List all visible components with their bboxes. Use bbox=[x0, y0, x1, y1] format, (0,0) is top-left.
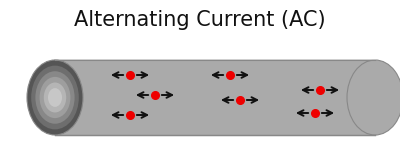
FancyBboxPatch shape bbox=[55, 60, 375, 135]
Text: Alternating Current (AC): Alternating Current (AC) bbox=[74, 10, 326, 30]
Ellipse shape bbox=[36, 71, 74, 124]
Ellipse shape bbox=[347, 60, 400, 135]
Ellipse shape bbox=[27, 60, 83, 135]
Ellipse shape bbox=[31, 66, 79, 129]
Ellipse shape bbox=[40, 77, 70, 118]
Ellipse shape bbox=[48, 88, 62, 107]
Ellipse shape bbox=[44, 82, 66, 112]
